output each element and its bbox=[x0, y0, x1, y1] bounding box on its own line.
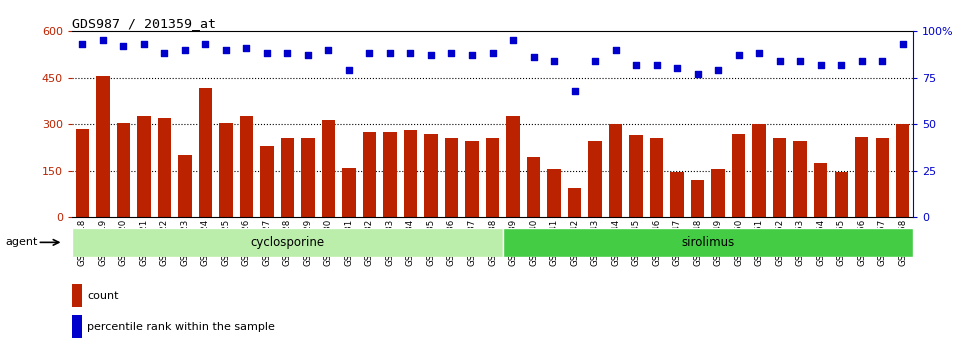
Bar bbox=[239, 117, 253, 217]
Text: count: count bbox=[87, 290, 119, 300]
Bar bbox=[116, 122, 130, 217]
Text: cyclosporine: cyclosporine bbox=[251, 236, 325, 249]
Bar bbox=[503, 228, 913, 257]
Bar bbox=[752, 124, 766, 217]
Bar bbox=[855, 137, 869, 217]
Bar bbox=[178, 155, 191, 217]
Point bbox=[772, 58, 787, 63]
Point bbox=[136, 41, 152, 47]
Point bbox=[75, 41, 90, 47]
Point bbox=[382, 51, 398, 56]
Point bbox=[526, 55, 541, 60]
Bar bbox=[794, 141, 807, 217]
Bar bbox=[72, 284, 83, 307]
Bar bbox=[363, 132, 376, 217]
Point bbox=[505, 38, 521, 43]
Point bbox=[649, 62, 664, 67]
Point bbox=[341, 67, 357, 73]
Bar bbox=[404, 130, 417, 217]
Point bbox=[628, 62, 644, 67]
Bar bbox=[548, 169, 560, 217]
Bar bbox=[137, 117, 151, 217]
Point bbox=[567, 88, 582, 93]
Point bbox=[895, 41, 910, 47]
Point bbox=[218, 47, 234, 52]
Point bbox=[670, 66, 685, 71]
Bar bbox=[875, 138, 889, 217]
Point bbox=[177, 47, 192, 52]
Point bbox=[752, 51, 767, 56]
Bar bbox=[72, 228, 503, 257]
Bar bbox=[629, 135, 643, 217]
Bar bbox=[76, 129, 89, 217]
Bar bbox=[465, 141, 479, 217]
Bar bbox=[671, 172, 684, 217]
Bar bbox=[322, 119, 335, 217]
Point bbox=[423, 52, 438, 58]
Point bbox=[547, 58, 562, 63]
Point bbox=[321, 47, 336, 52]
Point bbox=[690, 71, 705, 77]
Bar bbox=[260, 146, 274, 217]
Point bbox=[833, 62, 849, 67]
Point bbox=[95, 38, 111, 43]
Bar bbox=[691, 180, 704, 217]
Point bbox=[485, 51, 501, 56]
Bar bbox=[711, 169, 725, 217]
Bar bbox=[486, 138, 499, 217]
Bar bbox=[425, 134, 437, 217]
Text: sirolimus: sirolimus bbox=[681, 236, 734, 249]
Bar bbox=[219, 122, 233, 217]
Point bbox=[300, 52, 315, 58]
Bar bbox=[814, 163, 827, 217]
Bar bbox=[342, 168, 356, 217]
Bar bbox=[609, 124, 622, 217]
Bar bbox=[773, 138, 786, 217]
Bar bbox=[732, 134, 746, 217]
Point bbox=[710, 67, 726, 73]
Bar bbox=[72, 315, 83, 338]
Text: agent: agent bbox=[6, 237, 38, 247]
Bar bbox=[301, 138, 314, 217]
Point bbox=[813, 62, 828, 67]
Point bbox=[854, 58, 870, 63]
Bar bbox=[383, 132, 397, 217]
Point bbox=[403, 51, 418, 56]
Bar bbox=[445, 138, 458, 217]
Bar bbox=[896, 124, 909, 217]
Point bbox=[280, 51, 295, 56]
Bar bbox=[527, 157, 540, 217]
Bar bbox=[834, 172, 848, 217]
Point bbox=[361, 51, 377, 56]
Point bbox=[157, 51, 172, 56]
Bar bbox=[568, 188, 581, 217]
Bar bbox=[506, 117, 520, 217]
Point bbox=[875, 58, 890, 63]
Bar bbox=[96, 76, 110, 217]
Point bbox=[444, 51, 459, 56]
Bar bbox=[588, 141, 602, 217]
Point bbox=[587, 58, 603, 63]
Point bbox=[608, 47, 624, 52]
Point bbox=[464, 52, 480, 58]
Point bbox=[198, 41, 213, 47]
Bar bbox=[199, 89, 212, 217]
Point bbox=[238, 45, 254, 51]
Text: percentile rank within the sample: percentile rank within the sample bbox=[87, 322, 275, 332]
Bar bbox=[281, 138, 294, 217]
Point bbox=[731, 52, 747, 58]
Point bbox=[115, 43, 131, 49]
Point bbox=[793, 58, 808, 63]
Bar bbox=[158, 118, 171, 217]
Bar bbox=[650, 138, 663, 217]
Text: GDS987 / 201359_at: GDS987 / 201359_at bbox=[72, 17, 216, 30]
Point bbox=[259, 51, 275, 56]
